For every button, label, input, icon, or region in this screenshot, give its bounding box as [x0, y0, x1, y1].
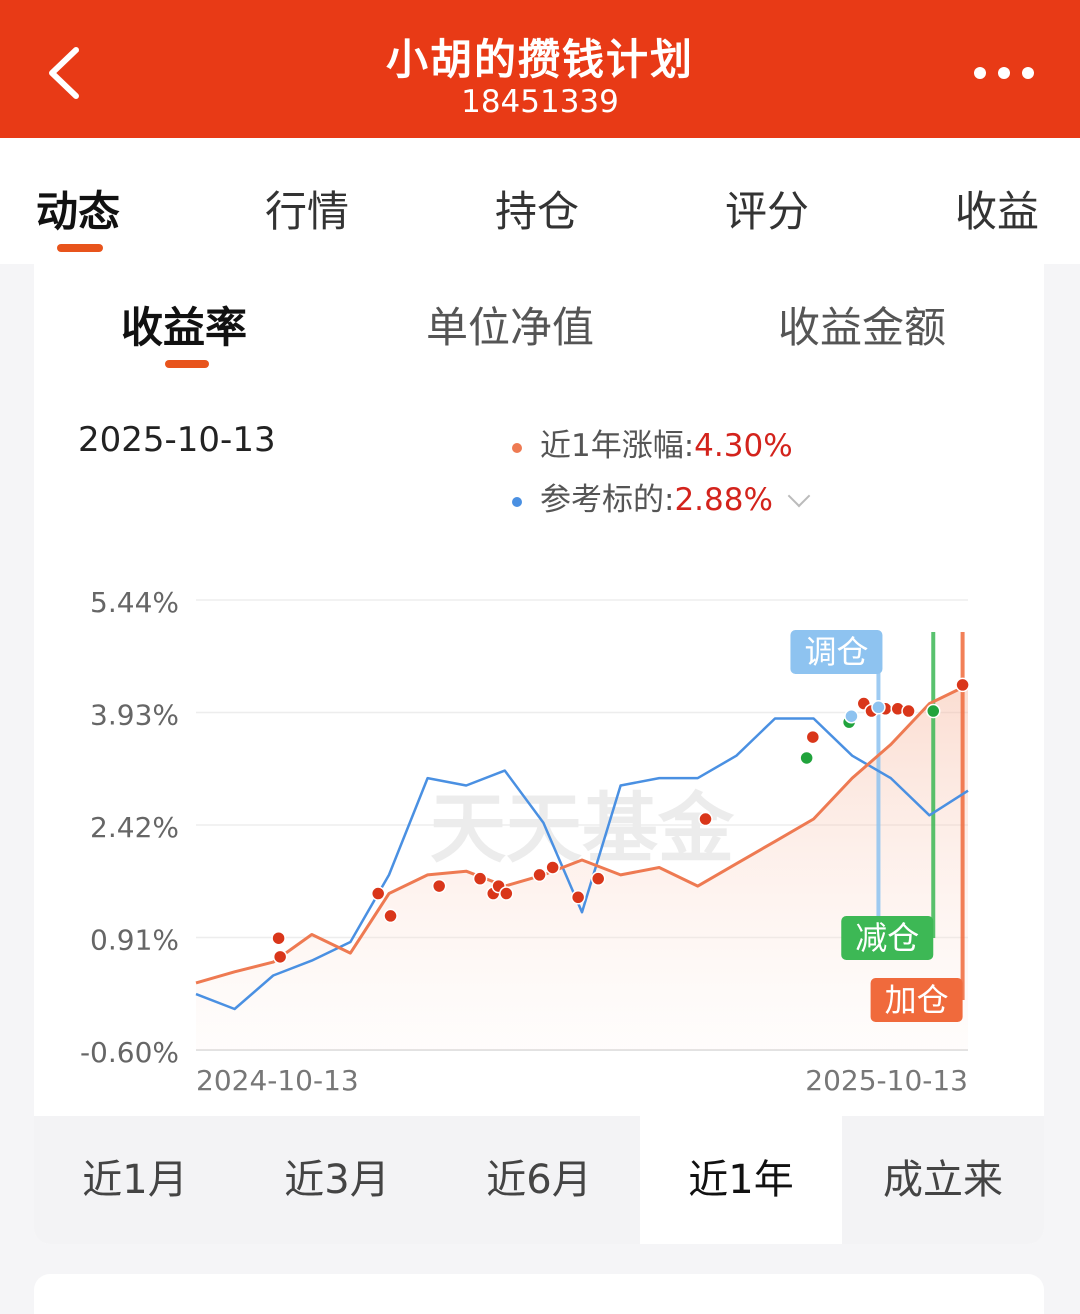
range-selector: 近1月 近3月 近6月 近1年 成立来	[34, 1116, 1044, 1244]
range-3m[interactable]: 近3月	[284, 1157, 390, 1203]
fund-line	[195, 683, 969, 985]
y-tick-label: 5.44%	[90, 586, 179, 619]
buy-marker	[805, 729, 821, 745]
back-button[interactable]	[38, 38, 98, 108]
buy-marker	[590, 871, 606, 886]
selected-date: 2025-10-13	[78, 420, 276, 460]
callout-badge	[790, 630, 883, 674]
main-tabs: 动态 行情 持仓 评分 收益	[0, 138, 1080, 264]
page-subtitle: 18451339	[461, 84, 619, 120]
legend-fund-dot	[512, 442, 522, 453]
sell-marker	[926, 703, 941, 719]
legend-benchmark-label: 参考标的:	[540, 482, 675, 518]
tab-market[interactable]: 行情	[265, 187, 350, 236]
legend-benchmark-value: 2.88%	[674, 482, 773, 518]
buy-marker	[431, 878, 447, 894]
tab-holdings[interactable]: 持仓	[495, 187, 580, 236]
buy-marker	[698, 811, 713, 827]
buy-marker	[901, 703, 916, 719]
tab-dynamic[interactable]: 动态	[36, 187, 121, 236]
buy-marker	[370, 886, 386, 901]
subtab-return-rate[interactable]: 收益率	[121, 303, 248, 352]
subtab-unit-nav[interactable]: 单位净值	[426, 303, 595, 352]
y-tick-label: -0.60%	[80, 1036, 179, 1069]
chevron-down-icon[interactable]	[787, 484, 811, 508]
legend-fund-label: 近1年涨幅:	[540, 428, 695, 464]
legend-fund-value: 4.30%	[694, 428, 793, 464]
buy-marker	[532, 867, 547, 883]
legend-benchmark[interactable]: 参考标的:2.88%	[512, 474, 811, 519]
buy-marker	[570, 890, 586, 905]
buy-marker	[383, 908, 398, 924]
legend-benchmark-dot	[512, 496, 522, 507]
return-chart[interactable]: 5.44% 3.93% 2.42% 0.91% -0.60% 2024-10-13 2025…	[34, 560, 1034, 1105]
returns-card	[34, 264, 1044, 1244]
adjust-marker	[871, 700, 886, 715]
y-tick-label: 2.42%	[90, 811, 179, 844]
x-tick-label: 2025-10-13	[805, 1064, 968, 1097]
callout-label: 减仓	[855, 919, 919, 957]
tab-returns[interactable]: 收益	[955, 187, 1040, 236]
buy-marker	[271, 930, 286, 946]
legend-fund: 近1年涨幅:4.30%	[512, 420, 793, 465]
buy-marker	[545, 860, 560, 875]
buy-marker	[272, 949, 288, 965]
x-tick-label: 2024-10-13	[196, 1064, 359, 1097]
range-since-inception[interactable]: 成立来	[883, 1157, 1003, 1203]
watermark: 天天基金	[430, 784, 735, 873]
more-dots-icon	[974, 67, 1034, 79]
page-title: 小胡的攒钱计划	[385, 35, 694, 84]
sell-marker	[799, 750, 814, 766]
callout-label: 加仓	[885, 981, 949, 1019]
y-tick-label: 0.91%	[90, 924, 179, 957]
back-arrow-icon	[49, 47, 79, 99]
range-1m[interactable]: 近1月	[82, 1157, 188, 1203]
top-bar: 小胡的攒钱计划 18451339	[0, 0, 1080, 138]
callout-badge	[870, 978, 963, 1022]
buy-marker	[499, 886, 514, 901]
active-tab-indicator	[57, 244, 103, 252]
subtab-return-amount[interactable]: 收益金额	[778, 303, 947, 352]
active-subtab-indicator	[165, 360, 209, 368]
buy-marker	[955, 677, 970, 693]
fund-area	[196, 684, 968, 1050]
tab-rating[interactable]: 评分	[725, 187, 810, 236]
adjust-marker	[844, 708, 859, 724]
callout-label: 调仓	[804, 633, 868, 671]
callout-badge	[841, 916, 934, 960]
range-1y[interactable]: 近1年	[640, 1116, 842, 1244]
benchmark-line	[195, 717, 969, 1011]
range-6m[interactable]: 近6月	[486, 1157, 592, 1203]
y-tick-label: 3.93%	[90, 699, 179, 732]
buy-marker	[472, 871, 488, 886]
next-card-edge	[34, 1274, 1044, 1314]
more-button[interactable]	[968, 56, 1040, 90]
